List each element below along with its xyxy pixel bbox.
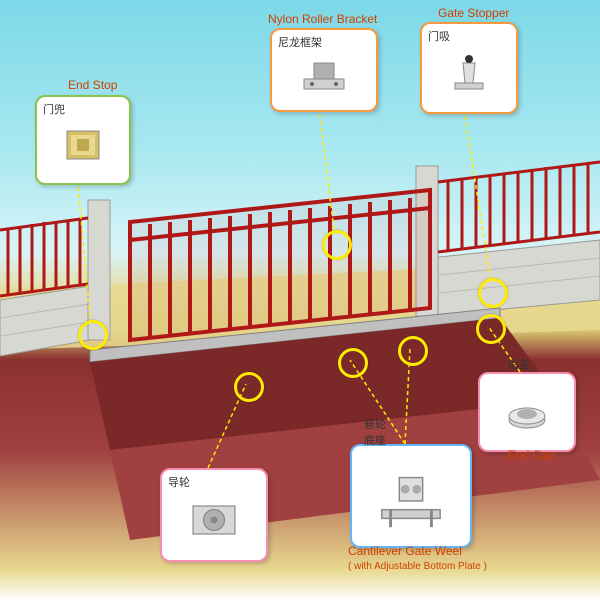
marker-roller-bracket bbox=[322, 230, 352, 260]
roller-bracket-icon bbox=[300, 55, 348, 95]
marker-gate-stopper bbox=[478, 278, 508, 308]
end-stop-icon bbox=[59, 125, 107, 165]
cantilever-label-2: ( with Adjustable Bottom Plate ) bbox=[348, 561, 487, 572]
callout-roller-bracket: 尼龙框架 bbox=[270, 28, 378, 112]
end-cap-icon bbox=[503, 394, 551, 434]
callout-gate-stopper: 门吸 bbox=[420, 22, 518, 114]
guide-wheel-zh: 导轮 bbox=[168, 474, 190, 490]
marker-end-cap bbox=[476, 314, 506, 344]
callout-end-cap bbox=[478, 372, 576, 452]
gate-stopper-label: Gate Stopper bbox=[438, 6, 509, 20]
end-stop-label: End Stop bbox=[68, 78, 117, 92]
marker-guide-wheel bbox=[234, 372, 264, 402]
end-cap-zh: 后盖 bbox=[508, 356, 530, 372]
gate-stopper-zh: 门吸 bbox=[428, 28, 450, 44]
callout-end-stop: 门兜 bbox=[35, 95, 131, 185]
diagram-scene: 门兜 End Stop 尼龙框架 Nylon Roller Bracket 门吸… bbox=[0, 0, 600, 600]
end-cap-label: End Cap bbox=[508, 448, 555, 462]
callout-cantilever bbox=[350, 444, 472, 548]
roller-bracket-label: Nylon Roller Bracket bbox=[268, 12, 377, 26]
roller-bracket-zh: 尼龙框架 bbox=[278, 34, 322, 50]
cantilever-icon bbox=[376, 468, 446, 528]
marker-cantilever-b bbox=[398, 336, 428, 366]
cantilever-label-1: Cantilever Gate Weel bbox=[348, 544, 462, 558]
callout-guide-wheel: 导轮 bbox=[160, 468, 268, 562]
gate-stopper-icon bbox=[445, 53, 493, 93]
marker-cantilever-a bbox=[338, 348, 368, 378]
marker-end-stop bbox=[78, 320, 108, 350]
end-stop-zh: 门兜 bbox=[43, 101, 65, 117]
cantilever-label: Cantilever Gate Weel ( with Adjustable B… bbox=[348, 544, 487, 572]
cantilever-zh: 悬轮 底座 bbox=[364, 416, 386, 448]
guide-wheel-icon bbox=[186, 496, 242, 544]
